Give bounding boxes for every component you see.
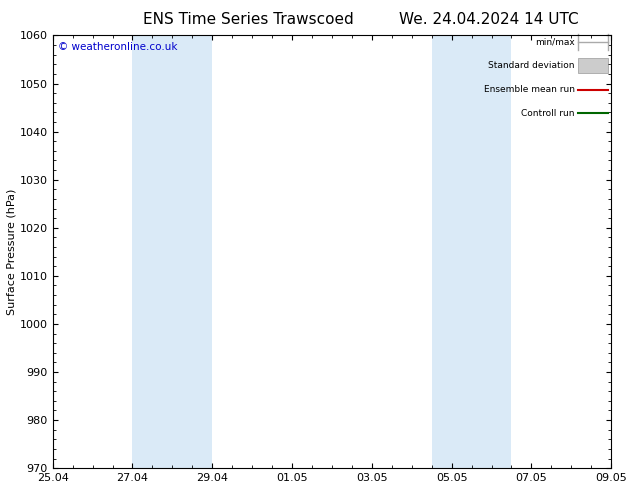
Bar (432, 35, 512, 468)
Y-axis label: Surface Pressure (hPa): Surface Pressure (hPa) (7, 189, 17, 315)
Text: Ensemble mean run: Ensemble mean run (484, 85, 575, 94)
Text: © weatheronline.co.uk: © weatheronline.co.uk (58, 42, 178, 52)
Text: min/max: min/max (535, 37, 575, 47)
Text: We. 24.04.2024 14 UTC: We. 24.04.2024 14 UTC (399, 12, 578, 27)
Text: Controll run: Controll run (521, 109, 575, 118)
Bar (133, 35, 212, 468)
Text: Standard deviation: Standard deviation (488, 61, 575, 70)
Text: ENS Time Series Trawscoed: ENS Time Series Trawscoed (143, 12, 354, 27)
Bar (578, 58, 609, 74)
